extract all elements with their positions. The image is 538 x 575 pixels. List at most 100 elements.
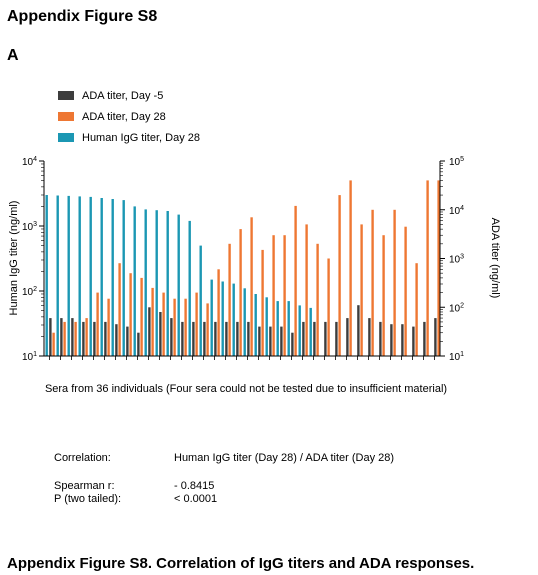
bar-left-0-8: [133, 206, 136, 356]
bar-right-2-21: [283, 235, 286, 356]
figure-caption: Appendix Figure S8. Correlation of IgG t…: [7, 555, 475, 572]
bar-right-1-20: [269, 326, 272, 356]
bar-right-2-16: [228, 243, 231, 356]
right-axis-label: ADA titer (ng/ml): [489, 218, 501, 299]
bar-right-2-27: [349, 180, 352, 356]
bar-right-1-13: [192, 321, 195, 356]
bar-right-1-9: [148, 307, 151, 357]
bar-right-1-29: [368, 318, 371, 356]
right-tick-label-0: 101: [449, 351, 464, 363]
legend-swatch-2: [58, 133, 74, 142]
bar-right-2-15: [217, 269, 220, 356]
bar-left-0-4: [89, 196, 92, 356]
right-tick-label-3: 104: [449, 205, 464, 217]
correlation-value: Human IgG titer (Day 28) / ADA titer (Da…: [174, 452, 395, 464]
bar-right-1-22: [291, 332, 294, 356]
bar-left-0-12: [177, 214, 180, 356]
bar-right-2-35: [437, 180, 440, 356]
bar-right-2-12: [184, 298, 187, 356]
legend-label-1: ADA titer, Day 28: [82, 111, 166, 123]
bar-left-0-0: [45, 195, 48, 356]
bar-right-1-24: [313, 321, 316, 356]
spearman-label: Spearman r:: [54, 480, 115, 492]
bar-right-2-25: [327, 258, 330, 356]
bar-left-0-7: [122, 200, 125, 356]
bar-right-2-3: [85, 318, 88, 356]
bar-right-1-3: [82, 321, 85, 356]
bar-right-2-5: [107, 298, 110, 356]
p-value-label: P (two tailed):: [54, 493, 122, 505]
bar-right-2-1: [63, 321, 66, 356]
bar-left-0-23: [298, 305, 301, 356]
bar-right-1-27: [346, 318, 349, 356]
bar-left-0-22: [287, 301, 290, 356]
bar-right-2-17: [239, 229, 242, 356]
legend-label-2: Human IgG titer, Day 28: [82, 132, 200, 144]
bar-right-2-26: [338, 195, 341, 356]
bar-right-2-7: [129, 273, 132, 356]
bar-right-1-1: [60, 318, 63, 356]
chart-legend: ADA titer, Day -5 ADA titer, Day 28 Human …: [58, 90, 200, 144]
legend-swatch-0: [58, 91, 74, 100]
bar-right-2-19: [261, 249, 264, 356]
bar-left-0-2: [67, 195, 70, 356]
bar-right-1-21: [280, 326, 283, 356]
bar-left-0-6: [111, 199, 114, 356]
bar-right-1-4: [93, 321, 96, 356]
bar-right-1-33: [412, 326, 415, 356]
bar-right-1-31: [390, 324, 393, 356]
bar-right-1-2: [71, 318, 74, 356]
page-title: Appendix Figure S8: [7, 8, 158, 25]
chart-bars: [45, 180, 440, 357]
legend-label-0: ADA titer, Day -5: [82, 90, 163, 102]
bar-right-1-6: [115, 324, 118, 356]
bar-right-1-8: [137, 332, 140, 356]
p-value: < 0.0001: [174, 493, 218, 505]
bar-right-1-12: [181, 321, 184, 356]
bar-right-1-26: [335, 321, 338, 356]
panel-label: A: [7, 47, 19, 64]
spearman-value: - 0.8415: [174, 480, 215, 492]
bar-right-2-8: [140, 277, 143, 356]
left-tick-label-1: 102: [22, 286, 37, 298]
bar-right-1-11: [170, 318, 173, 356]
bar-right-2-29: [371, 209, 374, 357]
bar-right-2-24: [316, 243, 319, 356]
left-tick-label-0: 101: [22, 351, 37, 363]
bar-left-0-14: [199, 245, 202, 356]
bar-left-0-17: [232, 283, 235, 356]
bar-right-1-15: [214, 321, 217, 356]
bar-right-1-23: [302, 321, 305, 356]
bar-right-1-19: [258, 326, 261, 356]
bar-right-1-17: [236, 321, 239, 356]
bar-left-0-5: [100, 198, 103, 356]
bar-left-0-1: [56, 195, 59, 356]
correlation-label: Correlation:: [54, 452, 111, 464]
bar-right-2-23: [305, 224, 308, 356]
bar-right-2-18: [250, 217, 253, 356]
bar-right-1-35: [434, 318, 437, 356]
bar-right-2-9: [151, 287, 154, 356]
bar-right-1-0: [49, 318, 52, 356]
bar-left-0-15: [210, 279, 213, 356]
bar-right-2-4: [96, 292, 99, 356]
bar-right-2-28: [360, 224, 363, 356]
right-tick-label-2: 103: [449, 254, 464, 266]
right-tick-label-1: 102: [449, 302, 464, 314]
right-tick-label-4: 105: [449, 156, 464, 168]
chart-axes: 101 102 103 104 101 102 103 104 105: [22, 156, 464, 363]
bar-left-0-24: [309, 307, 312, 356]
bar-left-0-11: [166, 211, 169, 356]
correlation-bar-chart: ADA titer, Day -5 ADA titer, Day 28 Human …: [8, 90, 501, 395]
bar-right-1-30: [379, 321, 382, 356]
bar-right-2-33: [415, 263, 418, 356]
bar-right-1-5: [104, 321, 107, 356]
bar-right-2-10: [162, 292, 165, 356]
left-tick-label-3: 104: [22, 156, 37, 168]
bar-right-1-34: [423, 321, 426, 356]
legend-swatch-1: [58, 112, 74, 121]
bar-right-2-34: [426, 180, 429, 356]
bar-left-0-10: [155, 210, 158, 356]
bar-right-1-16: [225, 321, 228, 356]
bar-left-0-21: [276, 301, 279, 356]
